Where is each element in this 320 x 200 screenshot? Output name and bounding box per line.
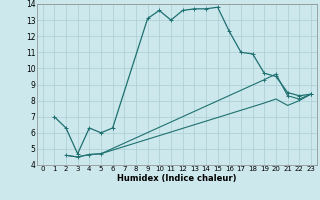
X-axis label: Humidex (Indice chaleur): Humidex (Indice chaleur) <box>117 174 236 183</box>
